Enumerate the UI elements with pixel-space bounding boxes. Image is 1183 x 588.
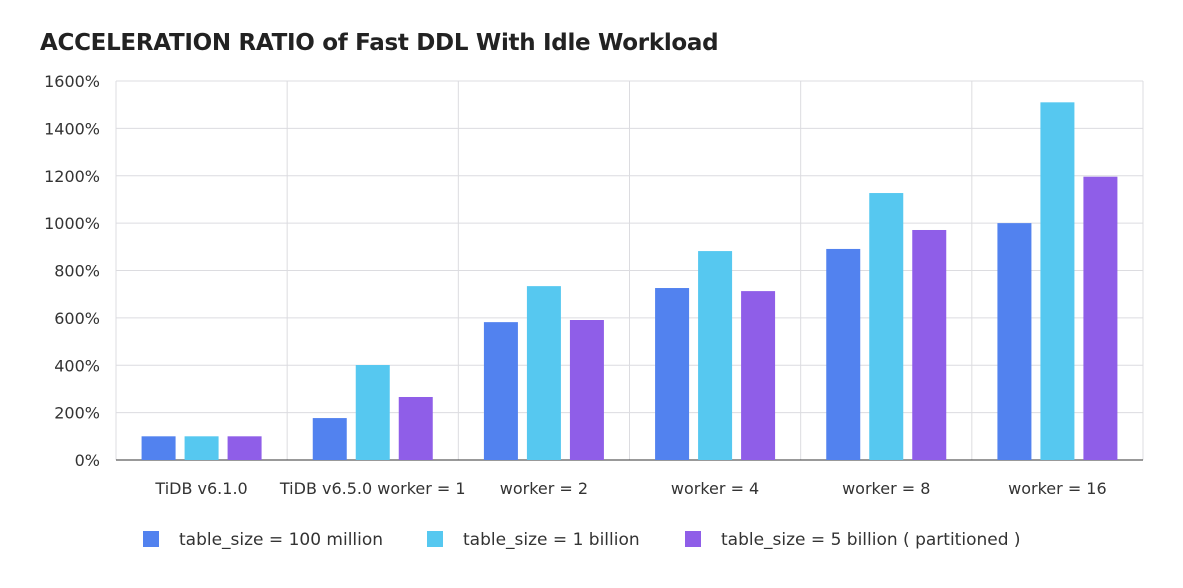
bar-3 [912,229,947,460]
bar-2 [1040,102,1075,460]
bar-3 [741,291,776,460]
y-tick-label: 1000% [44,214,100,233]
bar-2 [355,365,390,460]
x-tick-label: worker = 16 [1008,479,1107,498]
bar-2 [869,193,904,460]
bar-1 [655,288,690,460]
bar-3 [227,436,262,460]
x-tick-label: worker = 2 [500,479,588,498]
y-tick-label: 1400% [44,119,100,138]
y-tick-label: 0% [75,451,100,470]
bar-2 [526,286,561,460]
bar-3 [398,396,433,460]
x-tick-label: TiDB v6.5.0 worker = 1 [279,479,466,498]
chart-title: ACCELERATION RATIO of Fast DDL With Idle… [40,30,719,56]
bar-1 [826,248,861,460]
bar-1 [483,322,518,460]
y-tick-label: 400% [54,356,100,375]
legend-label: table_size = 100 million [179,530,383,550]
legend-label: table_size = 5 billion ( partitioned ) [721,530,1021,550]
x-tick-label: worker = 4 [671,479,759,498]
bar-2 [698,251,733,460]
y-tick-label: 200% [54,404,100,423]
legend-label: table_size = 1 billion [463,530,640,550]
legend-swatch [427,531,443,547]
x-tick-label: worker = 8 [842,479,930,498]
y-tick-label: 600% [54,309,100,328]
x-tick-label: TiDB v6.1.0 [154,479,247,498]
bar-1 [312,418,347,460]
bar-1 [997,223,1032,460]
y-tick-label: 1600% [44,72,100,91]
bar-1 [141,436,176,460]
legend-swatch [143,531,159,547]
bar-3 [569,320,604,460]
bar-3 [1083,176,1118,460]
bar-2 [184,436,219,460]
y-tick-label: 800% [54,262,100,281]
legend-swatch [685,531,701,547]
y-tick-label: 1200% [44,167,100,186]
